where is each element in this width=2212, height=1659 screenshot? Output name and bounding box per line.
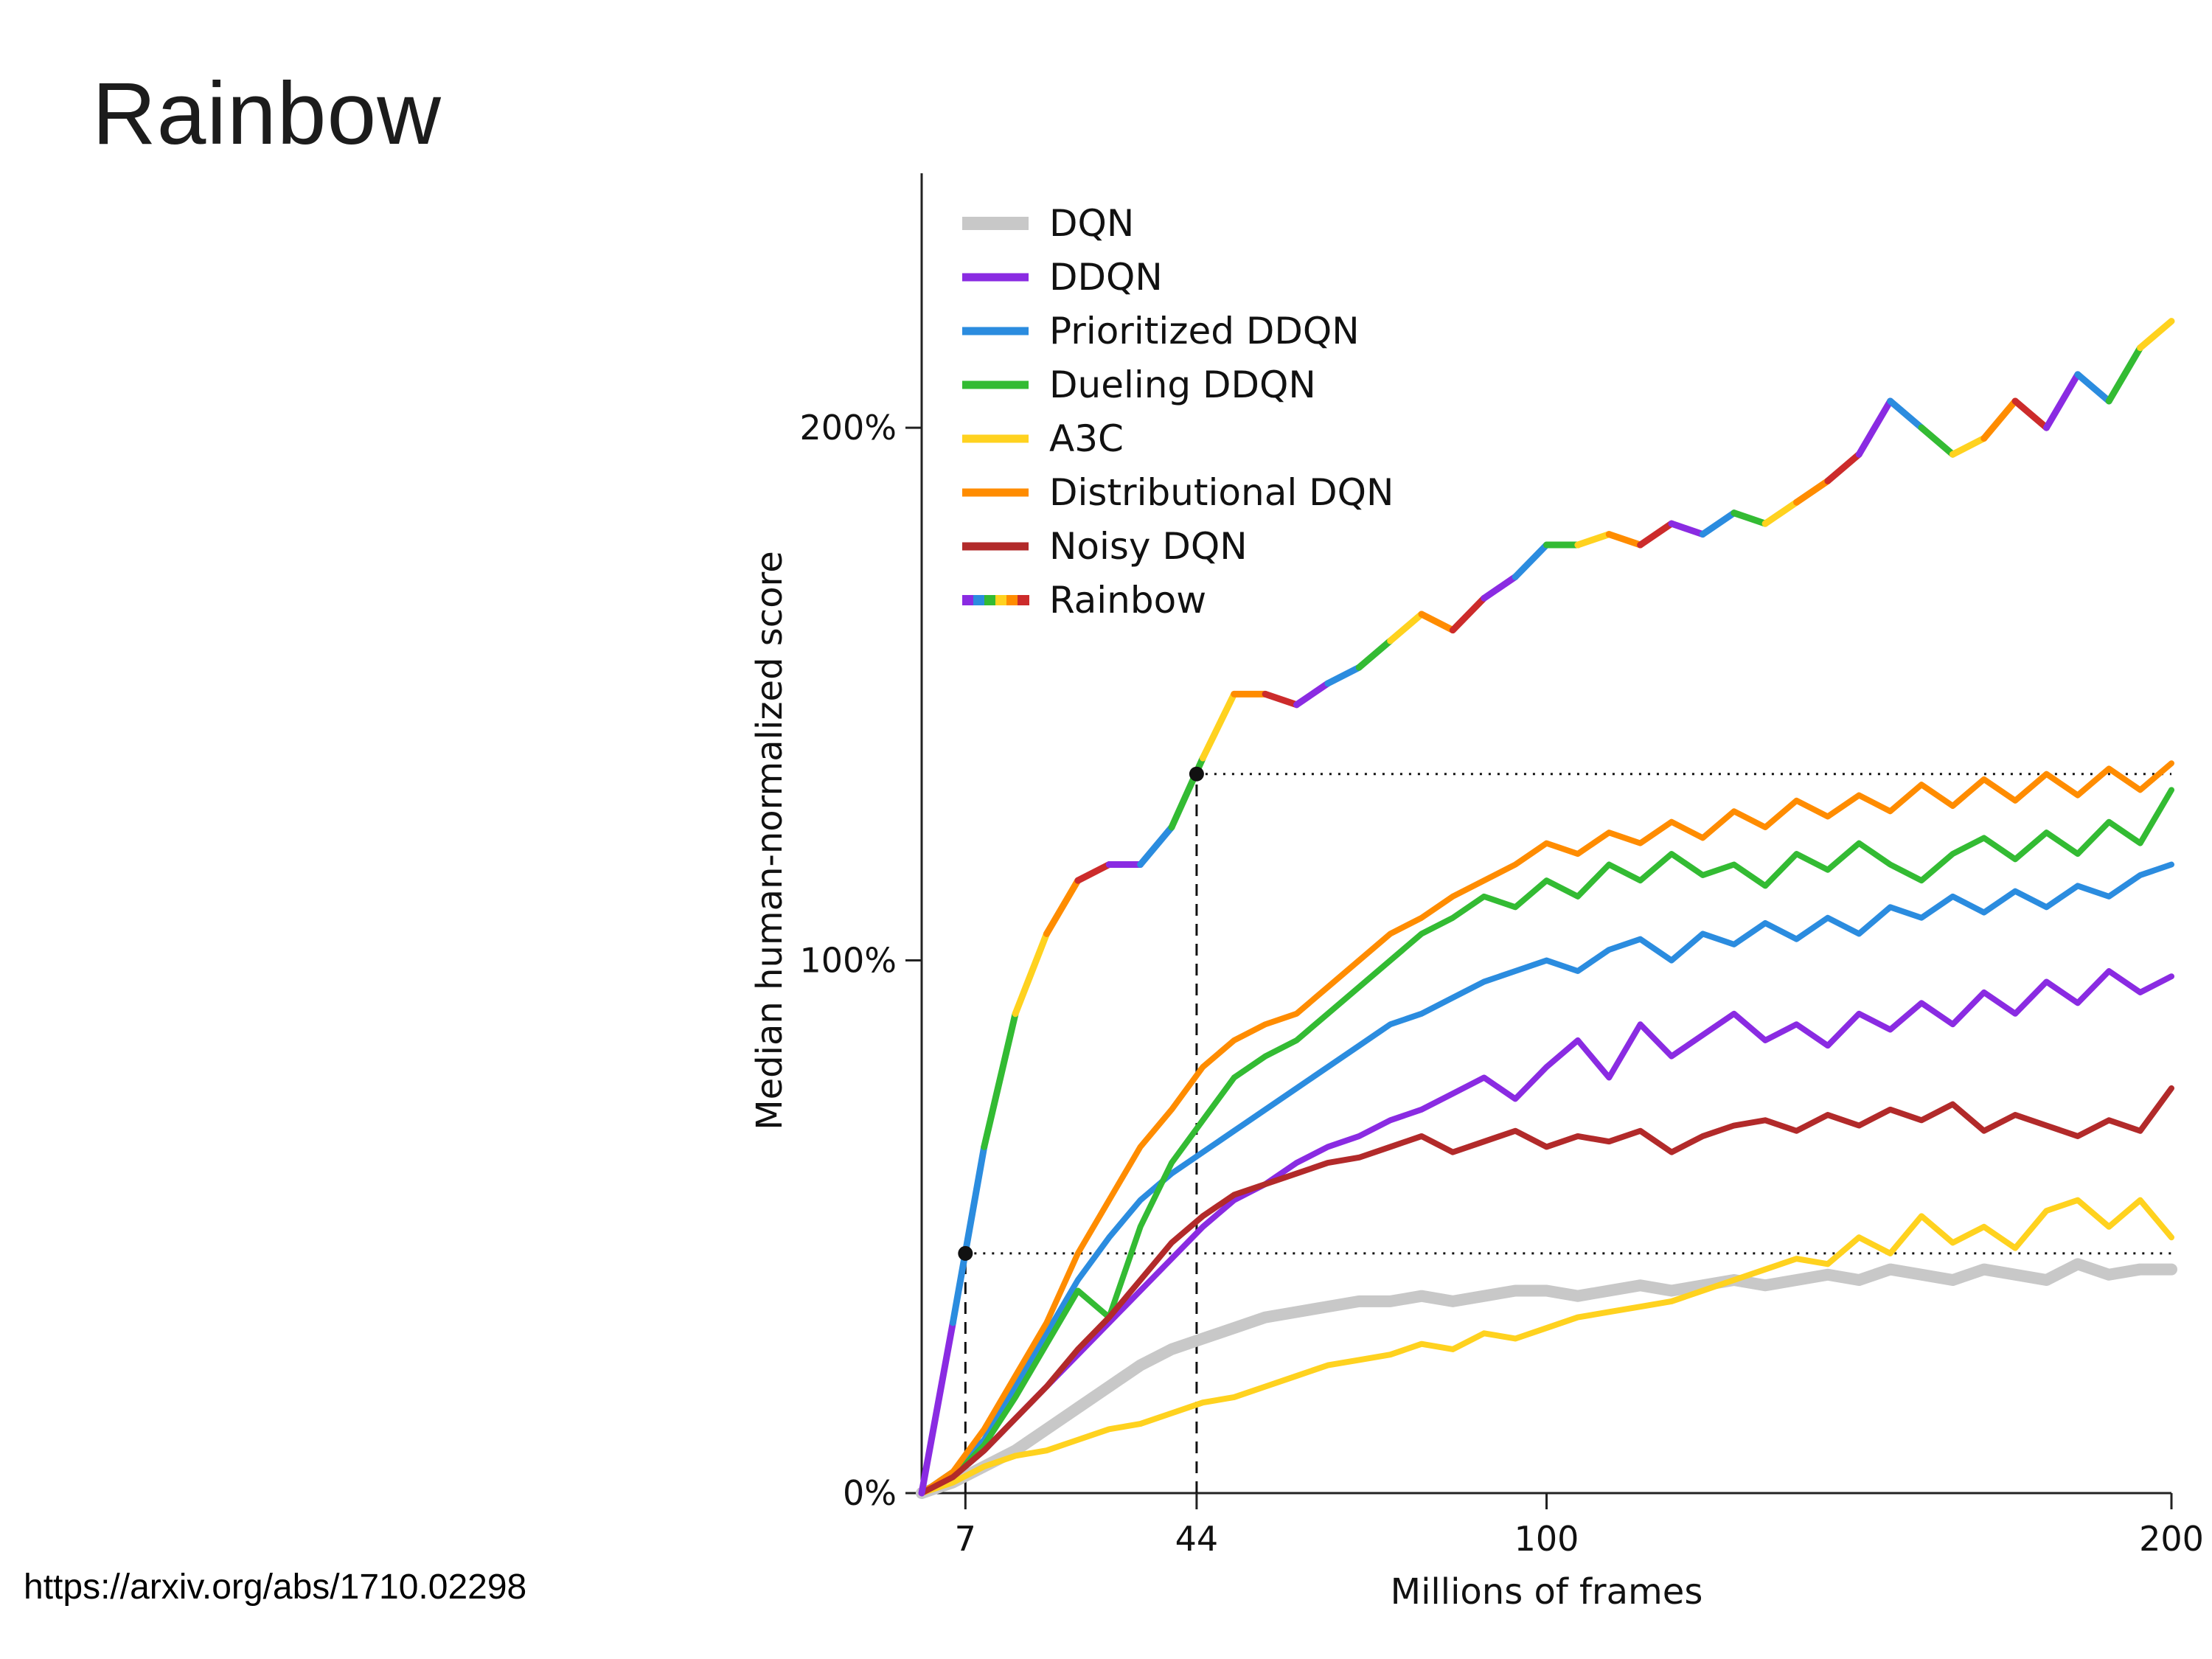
y-tick-label: 100% [799, 941, 897, 981]
series-line-rainbow-segment [1012, 930, 1050, 1018]
x-tick-label: 200 [2139, 1519, 2204, 1559]
series-line-dueling-ddqn [919, 787, 2174, 1496]
series-line-rainbow-segment [1449, 594, 1488, 634]
series-line-rainbow-segment [1949, 435, 1988, 458]
legend-swatch-rainbow [973, 595, 985, 605]
x-tick-label: 7 [955, 1519, 976, 1559]
series-line-dqn [916, 1258, 2177, 1499]
series-line-rainbow-segment [1262, 690, 1300, 709]
source-link: https://arxiv.org/abs/1710.02298 [24, 1568, 527, 1607]
x-axis-label: Millions of frames [1391, 1571, 1703, 1613]
series-line-rainbow-segment [2074, 371, 2112, 405]
y-tick-label: 200% [799, 408, 897, 448]
series-line-rainbow-segment [1793, 477, 1832, 506]
series-line-rainbow-segment [1761, 498, 1800, 527]
series-line-rainbow-segment [1481, 573, 1519, 602]
series-line-rainbow-segment [1512, 541, 1550, 580]
legend-label-dueling-ddqn: Dueling DDQN [1049, 364, 1316, 406]
series-line-rainbow-segment [1699, 509, 1738, 538]
x-tick-label: 44 [1175, 1519, 1219, 1559]
series-line-rainbow-segment [949, 1143, 988, 1326]
series-line-rainbow-segment [1137, 824, 1175, 869]
legend-swatch-rainbow [962, 595, 974, 605]
legend-label-dqn: DQN [1049, 202, 1134, 245]
series-line-rainbow-segment [1418, 611, 1456, 634]
series-line-rainbow-segment [1605, 531, 1644, 549]
series-line-rainbow-segment [2043, 371, 2081, 431]
series-line-rainbow-segment [2011, 397, 2050, 431]
series-line-ddqn [919, 968, 2174, 1496]
series-line-rainbow-segment [1074, 861, 1113, 884]
series-line-rainbow-segment [1918, 424, 1956, 458]
chart: 0% 100% 200% 7 44 100 200 Median human-normaliz… [749, 173, 2204, 1613]
y-tick-label: 0% [843, 1473, 897, 1513]
series-line-rainbow-segment [2137, 318, 2175, 352]
series-line-rainbow-segment [1043, 877, 1082, 937]
legend-swatch-rainbow [995, 595, 1007, 605]
series-line-rainbow-segment [981, 1010, 1019, 1150]
series-line-rainbow-segment [1324, 664, 1363, 687]
legend-label-a3c: A3C [1049, 417, 1124, 460]
legend-label-rainbow: Rainbow [1049, 579, 1206, 622]
legend-label-distributional-dqn: Distributional DQN [1049, 471, 1394, 514]
series-line-rainbow-segment [1637, 520, 1675, 549]
annotation-dot [958, 1245, 973, 1261]
y-axis-label: Median human-normalized score [749, 551, 790, 1130]
series-line-rainbow-segment [1199, 690, 1238, 762]
series-line-a3c [919, 1197, 2174, 1496]
legend-label-prioritized-ddqn: Prioritized DDQN [1049, 310, 1360, 352]
series-line-prioritized-ddqn [919, 861, 2174, 1496]
series-line-rainbow-segment [1574, 531, 1613, 549]
annotation-dot [1189, 766, 1204, 782]
series-line-rainbow-segment [1293, 680, 1332, 709]
series-line-rainbow-segment [1387, 611, 1425, 644]
legend-swatch-rainbow [1018, 595, 1029, 605]
series-line-rainbow-segment [918, 1319, 956, 1497]
series-line-rainbow-segment [1668, 520, 1706, 538]
series-line-rainbow-segment [1887, 397, 1925, 431]
chart-container: 0% 100% 200% 7 44 100 200 Median human-normaliz… [700, 103, 2212, 1630]
series-line-rainbow-segment [2105, 344, 2144, 405]
series-line-rainbow-segment [1824, 451, 1863, 484]
page-title: Rainbow [92, 64, 442, 163]
series-line-noisy-dqn [919, 1085, 2174, 1496]
legend-label-ddqn: DDQN [1049, 256, 1163, 299]
legend-swatch-rainbow [1006, 595, 1018, 605]
x-tick-label: 100 [1514, 1519, 1579, 1559]
series-line-distributional-dqn [919, 760, 2174, 1496]
series-line-rainbow-segment [1731, 509, 1769, 527]
legend-swatch-rainbow [984, 595, 996, 605]
series-line-rainbow-segment [1355, 637, 1394, 671]
legend-label-noisy-dqn: Noisy DQN [1049, 525, 1248, 568]
series-line-rainbow-segment [1855, 397, 1894, 458]
series-line-rainbow-segment [1980, 397, 2019, 442]
